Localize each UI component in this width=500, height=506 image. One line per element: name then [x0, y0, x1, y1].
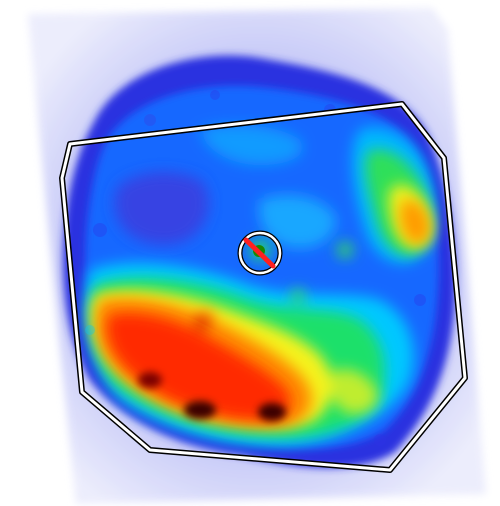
region-polygon-inner — [60, 102, 467, 472]
dark-cavity — [114, 172, 209, 245]
dark-cores — [138, 372, 286, 421]
center-marker — [237, 230, 283, 276]
red-regions — [106, 312, 291, 421]
